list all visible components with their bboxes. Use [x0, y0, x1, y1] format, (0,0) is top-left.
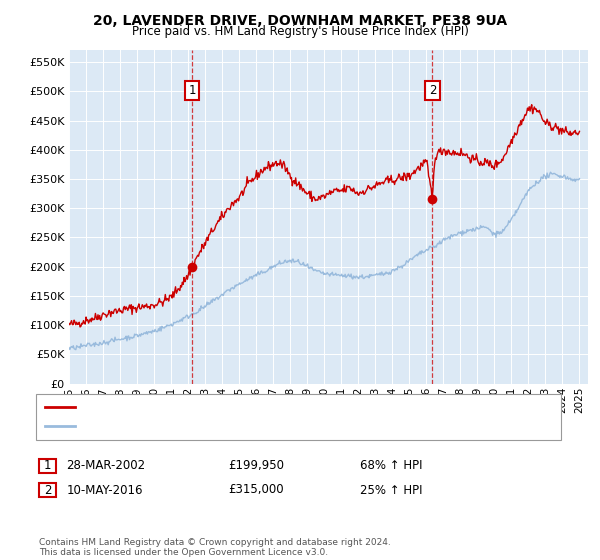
- Text: 2: 2: [44, 483, 51, 497]
- Text: Contains HM Land Registry data © Crown copyright and database right 2024.
This d: Contains HM Land Registry data © Crown c…: [39, 538, 391, 557]
- Text: Price paid vs. HM Land Registry's House Price Index (HPI): Price paid vs. HM Land Registry's House …: [131, 25, 469, 38]
- Text: £199,950: £199,950: [228, 459, 284, 473]
- Text: 68% ↑ HPI: 68% ↑ HPI: [360, 459, 422, 473]
- Text: HPI: Average price, detached house, King's Lynn and West Norfolk: HPI: Average price, detached house, King…: [81, 421, 442, 431]
- Text: 1: 1: [188, 84, 196, 97]
- Text: 20, LAVENDER DRIVE, DOWNHAM MARKET, PE38 9UA (detached house): 20, LAVENDER DRIVE, DOWNHAM MARKET, PE38…: [81, 402, 474, 412]
- Text: 1: 1: [44, 459, 51, 473]
- Text: 10-MAY-2016: 10-MAY-2016: [67, 483, 143, 497]
- Text: £315,000: £315,000: [228, 483, 284, 497]
- Text: 20, LAVENDER DRIVE, DOWNHAM MARKET, PE38 9UA: 20, LAVENDER DRIVE, DOWNHAM MARKET, PE38…: [93, 14, 507, 28]
- Text: 28-MAR-2002: 28-MAR-2002: [67, 459, 146, 473]
- Text: 2: 2: [429, 84, 436, 97]
- Text: 25% ↑ HPI: 25% ↑ HPI: [360, 483, 422, 497]
